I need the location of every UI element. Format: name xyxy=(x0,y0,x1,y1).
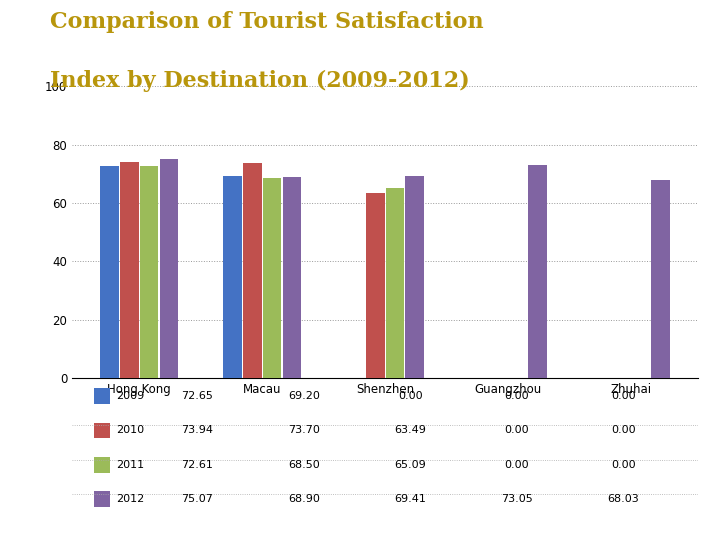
Text: 0.00: 0.00 xyxy=(611,426,636,435)
Text: 2012: 2012 xyxy=(116,494,144,504)
Text: 65.09: 65.09 xyxy=(395,460,426,470)
Text: 2011: 2011 xyxy=(116,460,144,470)
Bar xyxy=(94,388,109,404)
Text: 69.20: 69.20 xyxy=(288,391,320,401)
Bar xyxy=(652,180,670,378)
Bar xyxy=(366,193,384,378)
Text: 75.07: 75.07 xyxy=(181,494,213,504)
Text: 0.00: 0.00 xyxy=(611,391,636,401)
Bar xyxy=(405,176,424,378)
Bar xyxy=(243,163,261,378)
Bar xyxy=(386,188,404,378)
Text: 73.70: 73.70 xyxy=(288,426,320,435)
Text: 72.65: 72.65 xyxy=(181,391,213,401)
Text: 69.41: 69.41 xyxy=(395,494,426,504)
Text: 2010: 2010 xyxy=(116,426,144,435)
Text: 73.05: 73.05 xyxy=(501,494,533,504)
Bar xyxy=(140,166,158,378)
Bar xyxy=(94,457,109,472)
Text: 72.61: 72.61 xyxy=(181,460,213,470)
Bar xyxy=(528,165,547,378)
Bar xyxy=(263,178,282,378)
Bar xyxy=(282,177,301,378)
Bar xyxy=(101,166,119,378)
Bar xyxy=(223,176,242,378)
Text: Comparison of Tourist Satisfaction: Comparison of Tourist Satisfaction xyxy=(50,11,484,33)
Text: 0.00: 0.00 xyxy=(505,426,529,435)
Text: Index by Destination (2009-2012): Index by Destination (2009-2012) xyxy=(50,70,470,92)
Text: 68.03: 68.03 xyxy=(608,494,639,504)
Text: 63.49: 63.49 xyxy=(395,426,426,435)
Text: 68.90: 68.90 xyxy=(288,494,320,504)
Text: 2009: 2009 xyxy=(116,391,144,401)
Text: 0.00: 0.00 xyxy=(505,460,529,470)
Text: 73.94: 73.94 xyxy=(181,426,213,435)
Bar xyxy=(160,159,178,378)
Text: 0.00: 0.00 xyxy=(398,391,423,401)
Bar xyxy=(94,422,109,438)
Text: 68.50: 68.50 xyxy=(288,460,320,470)
Text: 0.00: 0.00 xyxy=(505,391,529,401)
Text: 0.00: 0.00 xyxy=(611,460,636,470)
Bar xyxy=(120,163,139,378)
Bar xyxy=(94,491,109,507)
